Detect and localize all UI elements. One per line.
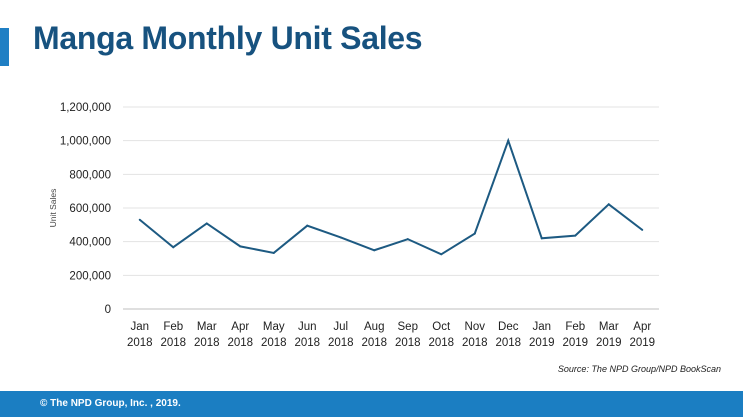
- data-point: [339, 236, 342, 239]
- x-tick-label: May 2018: [261, 321, 287, 349]
- x-tick-label: Jun 2018: [294, 321, 320, 349]
- x-tick-label: Mar 2018: [194, 321, 220, 349]
- x-tick-label: Jan 2018: [127, 321, 153, 349]
- title-accent-bar: [0, 28, 9, 66]
- y-tick-label: 0: [105, 304, 111, 316]
- x-tick-label: Feb 2019: [562, 321, 588, 349]
- x-tick-label: Apr 2019: [629, 321, 655, 349]
- series-points: [138, 139, 644, 256]
- line-chart: 0 200,000 400,000 600,000 800,000 1,000,000 1,…: [48, 102, 659, 349]
- data-point: [239, 245, 242, 248]
- y-tick-label: 200,000: [69, 270, 111, 282]
- y-tick-label: 1,200,000: [60, 102, 111, 114]
- series-line: [139, 137, 643, 256]
- x-tick-label: Jan 2019: [529, 321, 555, 349]
- source-note: Source: The NPD Group/NPD BookScan: [557, 364, 721, 374]
- y-axis-label: Unit Sales: [48, 189, 58, 228]
- data-point: [306, 224, 309, 227]
- data-point: [607, 203, 610, 206]
- x-tick-label: Mar 2019: [596, 321, 622, 349]
- y-axis-ticks: 0 200,000 400,000 600,000 800,000 1,000,000 1,…: [60, 102, 111, 316]
- x-tick-label: Jul 2018: [328, 321, 354, 349]
- data-point: [406, 238, 409, 241]
- gridlines: [123, 106, 659, 310]
- y-tick-label: 800,000: [69, 169, 111, 181]
- x-tick-label: Sep 2018: [395, 321, 421, 349]
- page-title: Manga Monthly Unit Sales: [33, 20, 423, 56]
- y-tick-label: 600,000: [69, 203, 111, 215]
- y-tick-label: 1,000,000: [60, 136, 111, 148]
- x-tick-label: Dec 2018: [495, 321, 521, 349]
- y-tick-label: 400,000: [69, 237, 111, 249]
- data-point: [440, 253, 443, 256]
- data-point: [205, 222, 208, 225]
- footer-bar: © The NPD Group, Inc. , 2019.: [0, 391, 743, 417]
- copyright-text: © The NPD Group, Inc. , 2019.: [40, 398, 181, 409]
- data-point: [473, 232, 476, 235]
- x-tick-label: Feb 2018: [160, 321, 186, 349]
- x-tick-label: Oct 2018: [428, 321, 454, 349]
- x-tick-label: Apr 2018: [227, 321, 253, 349]
- data-point: [507, 139, 510, 142]
- data-point: [172, 246, 175, 249]
- data-point: [540, 237, 543, 240]
- data-point: [272, 251, 275, 254]
- data-point: [373, 249, 376, 252]
- data-point: [574, 234, 577, 237]
- data-point: [641, 228, 644, 231]
- x-axis-ticks: Jan 2018 Feb 2018 Mar 2018 Apr 2018 May 2018 Jun 20…: [127, 321, 655, 349]
- x-tick-label: Aug 2018: [361, 321, 387, 349]
- data-point: [138, 218, 141, 221]
- x-tick-label: Nov 2018: [462, 321, 488, 349]
